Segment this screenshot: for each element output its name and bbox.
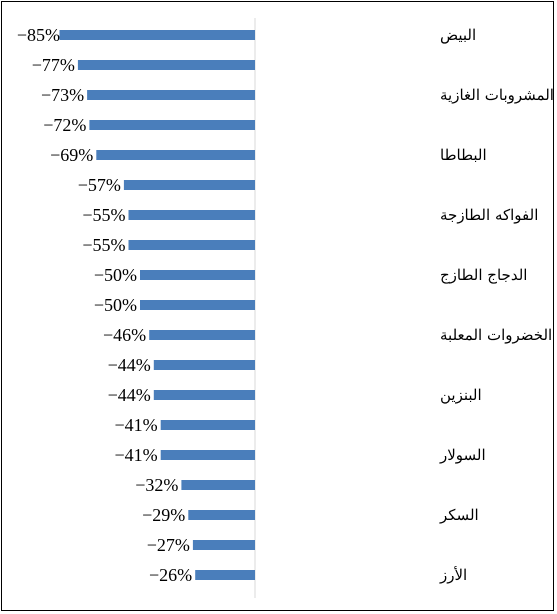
data-label-3: −72%	[43, 115, 86, 135]
category-label-16: السكر	[439, 506, 479, 524]
data-label-7: −55%	[82, 235, 125, 255]
bar-18	[195, 570, 255, 580]
bar-0	[59, 30, 255, 40]
category-label-4: البطاطا	[440, 146, 487, 164]
bar-11	[153, 360, 255, 370]
category-label-14: السولار	[439, 446, 486, 464]
bar-6	[128, 210, 255, 220]
data-label-11: −44%	[108, 355, 151, 375]
category-label-0: البيض	[440, 26, 476, 44]
data-label-16: −29%	[142, 505, 185, 525]
bar-17	[192, 540, 255, 550]
bar-12	[153, 390, 255, 400]
data-label-5: −57%	[78, 175, 121, 195]
data-label-15: −32%	[135, 475, 178, 495]
bar-9	[140, 300, 255, 310]
category-label-8: الدجاج الطازج	[440, 266, 527, 284]
bar-8	[140, 270, 255, 280]
data-label-0: −85%	[17, 25, 60, 45]
data-label-18: −26%	[149, 565, 192, 585]
bar-13	[160, 420, 255, 430]
bar-16	[188, 510, 255, 520]
data-label-1: −77%	[32, 55, 75, 75]
bar-15	[181, 480, 255, 490]
category-label-2: المشروبات الغازية	[440, 86, 554, 104]
bar-1	[77, 60, 256, 70]
bar-14	[160, 450, 255, 460]
bar-4	[96, 150, 255, 160]
data-label-12: −44%	[108, 385, 151, 405]
data-label-10: −46%	[103, 325, 146, 345]
category-label-18: الأرز	[439, 566, 467, 584]
data-label-8: −50%	[94, 265, 137, 285]
data-label-9: −50%	[94, 295, 137, 315]
bar-10	[149, 330, 255, 340]
category-label-12: البنزين	[440, 386, 482, 404]
bar-7	[128, 240, 255, 250]
category-label-10: الخضروات المعلبة	[440, 326, 552, 344]
bar-5	[123, 180, 256, 190]
bar-3	[89, 120, 256, 130]
data-label-17: −27%	[147, 535, 190, 555]
data-label-14: −41%	[115, 445, 158, 465]
data-label-2: −73%	[41, 85, 84, 105]
data-label-4: −69%	[50, 145, 93, 165]
data-label-6: −55%	[82, 205, 125, 225]
bar-2	[87, 90, 255, 100]
data-label-13: −41%	[115, 415, 158, 435]
category-label-6: الفواكه الطازجة	[440, 206, 538, 224]
